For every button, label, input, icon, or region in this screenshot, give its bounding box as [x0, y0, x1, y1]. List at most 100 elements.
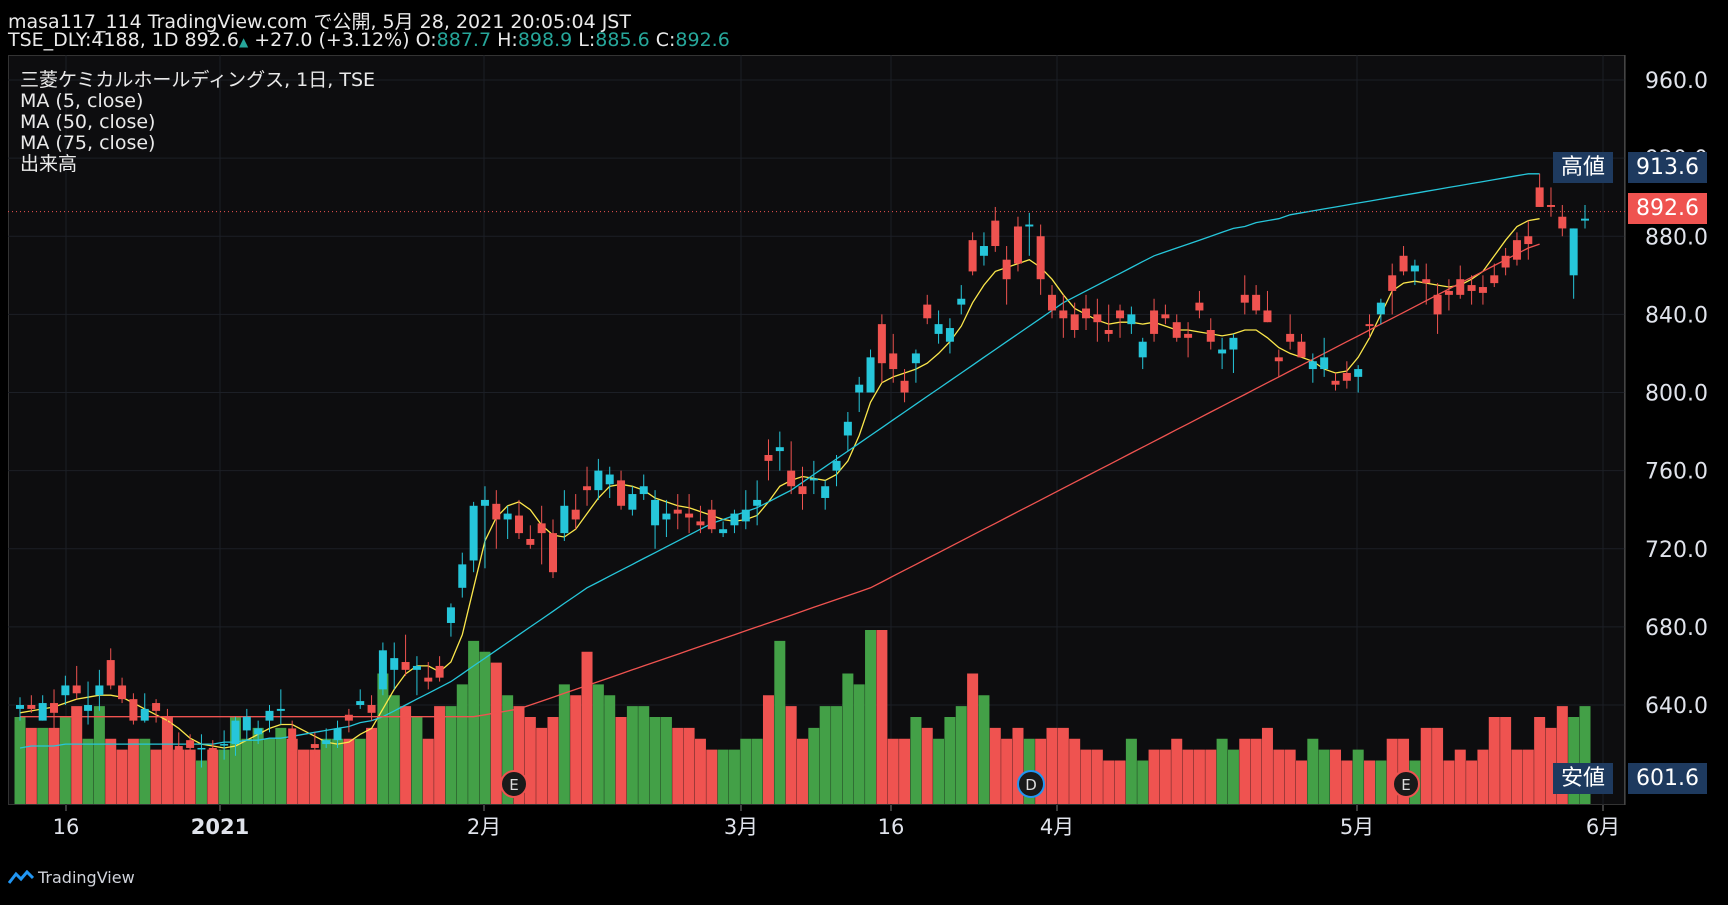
candle-body — [1206, 330, 1215, 342]
candle-body — [333, 728, 342, 741]
volume-bar — [1284, 749, 1296, 804]
volume-bar — [105, 738, 117, 804]
volume-bar — [1057, 727, 1069, 804]
candle-body — [1320, 357, 1329, 370]
volume-bar — [1556, 706, 1568, 804]
volume-bar — [819, 706, 831, 804]
y-tick-label: 760.0 — [1645, 460, 1708, 485]
candle-body — [1478, 287, 1487, 293]
volume-bar — [1205, 749, 1217, 804]
candle-body — [95, 685, 104, 696]
volume-bar — [48, 727, 60, 804]
volume-bar — [1341, 760, 1353, 804]
volume-bar — [1500, 717, 1512, 804]
candle-body — [208, 747, 217, 756]
candle-body — [1388, 275, 1397, 291]
y-tick-label: 840.0 — [1645, 303, 1708, 328]
candle-body — [435, 665, 444, 678]
volume-bar — [25, 727, 37, 804]
volume-bar — [921, 727, 933, 804]
low-tag-label: 安値 — [1553, 763, 1614, 794]
volume-bar — [1375, 760, 1387, 804]
candle-body — [27, 705, 36, 709]
candle-body — [1456, 279, 1465, 295]
candle-body — [855, 384, 864, 393]
candle-body — [1308, 361, 1317, 370]
candle-body — [628, 494, 637, 510]
volume-bar — [490, 662, 502, 804]
volume-bar — [1216, 738, 1228, 804]
candle-body — [106, 660, 115, 686]
volume-bar — [978, 695, 990, 804]
high-tag-value: 913.6 — [1628, 152, 1707, 183]
volume-bar — [774, 640, 786, 804]
candle-body — [84, 705, 93, 711]
candle-body — [458, 564, 467, 588]
volume-bar — [1193, 749, 1205, 804]
tradingview-logo-icon — [8, 869, 34, 884]
volume-bar — [524, 717, 536, 804]
volume-bar — [1386, 738, 1398, 804]
candle-body — [1082, 308, 1091, 319]
up-arrow-icon: ▲ — [238, 35, 249, 49]
candle-body — [1422, 279, 1431, 284]
volume-bar — [1182, 749, 1194, 804]
candle-body — [1546, 205, 1555, 207]
candle-body — [197, 747, 206, 750]
volume-bar — [1273, 749, 1285, 804]
legend-ma50: MA (50, close) — [20, 111, 156, 133]
volume-bar — [876, 630, 888, 804]
volume-bar — [184, 749, 196, 804]
candle-body — [537, 523, 546, 534]
volume-bar — [1148, 749, 1160, 804]
candle-body — [1342, 372, 1351, 381]
candle-body — [707, 509, 716, 530]
volume-bar — [751, 738, 763, 804]
y-tick-label: 720.0 — [1645, 538, 1708, 563]
legend-ma75: MA (75, close) — [20, 132, 156, 154]
candle-body — [401, 662, 410, 670]
close-label: C: — [655, 29, 676, 51]
event-marker — [1017, 770, 1045, 798]
volume-bar — [400, 706, 412, 804]
high-value: 898.9 — [517, 29, 573, 51]
volume-bar — [865, 630, 877, 804]
candle-body — [1104, 330, 1113, 334]
candle-body — [1184, 333, 1193, 338]
candle-body — [832, 460, 841, 471]
candle-body — [911, 353, 920, 364]
candle-body — [174, 746, 183, 768]
event-label: E — [509, 776, 518, 794]
volume-bar — [649, 717, 661, 804]
candle-body — [276, 708, 285, 711]
volume-bar — [1012, 727, 1024, 804]
brand-name: TradingView — [38, 868, 135, 887]
candle-body — [412, 665, 421, 670]
low-label: L: — [578, 29, 596, 51]
candle-body — [322, 740, 331, 745]
candle-body — [61, 685, 70, 696]
plot-area[interactable] — [8, 55, 1625, 805]
candle-body — [1127, 314, 1136, 325]
volume-bar — [1488, 717, 1500, 804]
candle-body — [1512, 240, 1521, 260]
candle-body — [1172, 322, 1181, 338]
candle-body — [378, 650, 387, 690]
footer-brand[interactable]: TradingView — [8, 868, 135, 887]
candle-body — [1218, 349, 1227, 354]
candle-body — [1093, 314, 1102, 323]
candle-body — [186, 740, 195, 748]
legend-volume: 出来高 — [20, 153, 78, 175]
volume-bar — [1261, 727, 1273, 804]
candle-body — [775, 447, 784, 452]
open-label: O: — [415, 29, 437, 51]
candle-body — [446, 607, 455, 623]
candle-body — [16, 705, 24, 709]
volume-bar — [581, 651, 593, 804]
candle-body — [1252, 294, 1261, 311]
candle-body — [129, 699, 138, 721]
symbol-info: TSE_DLY:4188, 1D 892.6 — [8, 29, 239, 51]
candle-body — [72, 685, 81, 694]
candle-body — [38, 703, 47, 721]
